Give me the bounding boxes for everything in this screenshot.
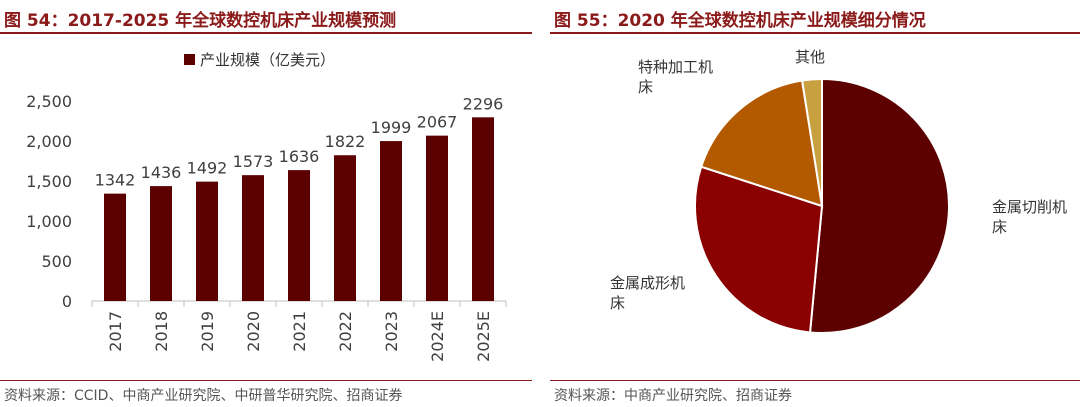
pie-chart-figure-title: 图 55：2020 年全球数控机床产业规模细分情况 bbox=[554, 11, 926, 31]
bar bbox=[288, 170, 310, 301]
y-tick-label: 2,500 bbox=[26, 92, 72, 111]
pie-slice-label: 金属切削机床 bbox=[992, 198, 1067, 236]
x-tick-label: 2023 bbox=[382, 311, 401, 352]
bar bbox=[472, 117, 494, 301]
bar-value-label: 1492 bbox=[187, 159, 228, 178]
title-rule bbox=[0, 32, 532, 34]
bar-value-label: 2296 bbox=[463, 94, 504, 113]
bar-value-label: 1822 bbox=[325, 132, 366, 151]
bar-value-label: 1999 bbox=[371, 118, 412, 137]
y-tick-label: 0 bbox=[62, 292, 72, 311]
bar-chart: 产业规模（亿美元） 0 500 1,000 1,500 2,000 2,500 1342 201… bbox=[26, 51, 507, 362]
legend-swatch bbox=[184, 54, 195, 65]
bar bbox=[196, 181, 218, 301]
pie-slice-label: 其他 bbox=[795, 48, 825, 66]
bar-chart-figure-title: 图 54：2017-2025 年全球数控机床产业规模预测 bbox=[4, 11, 397, 31]
x-tick-label: 2024E bbox=[428, 311, 447, 362]
bar-value-label: 1573 bbox=[233, 152, 274, 171]
source-rule bbox=[0, 380, 532, 381]
pie-slice bbox=[694, 165, 824, 334]
pie-chart-panel: 图 55：2020 年全球数控机床产业规模细分情况 金属切削机床金属成形机床 特种… bbox=[550, 0, 1080, 407]
pie-slice bbox=[800, 77, 823, 207]
legend: 产业规模（亿美元） bbox=[184, 51, 335, 69]
bar bbox=[380, 141, 402, 301]
source-rule bbox=[550, 380, 1080, 381]
bar bbox=[242, 175, 264, 301]
x-tick-label: 2020 bbox=[244, 311, 263, 352]
bar bbox=[334, 155, 356, 301]
x-tick-label: 2018 bbox=[152, 311, 171, 352]
pie-slice-label: 金属成形机床 bbox=[610, 274, 685, 312]
x-tick-label: 2021 bbox=[290, 311, 309, 352]
x-tick-label: 2017 bbox=[106, 311, 125, 352]
bar-value-label: 1436 bbox=[141, 163, 182, 182]
y-tick-label: 1,000 bbox=[26, 212, 72, 231]
pie-chart-source: 资料来源：中商产业研究院、招商证券 bbox=[554, 388, 792, 404]
pie-slice bbox=[808, 77, 950, 334]
bar bbox=[104, 193, 126, 301]
legend-label: 产业规模（亿美元） bbox=[200, 51, 335, 69]
bar-value-label: 2067 bbox=[417, 113, 458, 132]
y-tick-label: 2,000 bbox=[26, 132, 72, 151]
pie-slice-label: 特种加工机床 bbox=[638, 58, 713, 96]
bar bbox=[426, 135, 448, 301]
y-tick-label: 1,500 bbox=[26, 172, 72, 191]
title-rule bbox=[550, 32, 1080, 34]
bar bbox=[150, 186, 172, 301]
bar-chart-source: 资料来源：CCID、中商产业研究院、中研普华研究院、招商证券 bbox=[4, 388, 403, 404]
x-tick-label: 2022 bbox=[336, 311, 355, 352]
bar-value-label: 1636 bbox=[279, 147, 320, 166]
x-tick-label: 2019 bbox=[198, 311, 217, 352]
y-tick-label: 500 bbox=[41, 252, 72, 271]
bar-value-label: 1342 bbox=[95, 171, 136, 190]
x-tick-label: 2025E bbox=[474, 311, 493, 362]
pie-slice bbox=[699, 79, 824, 208]
bar-chart-panel: 图 54：2017-2025 年全球数控机床产业规模预测 产业规模（亿美元） 0 5… bbox=[0, 0, 532, 407]
